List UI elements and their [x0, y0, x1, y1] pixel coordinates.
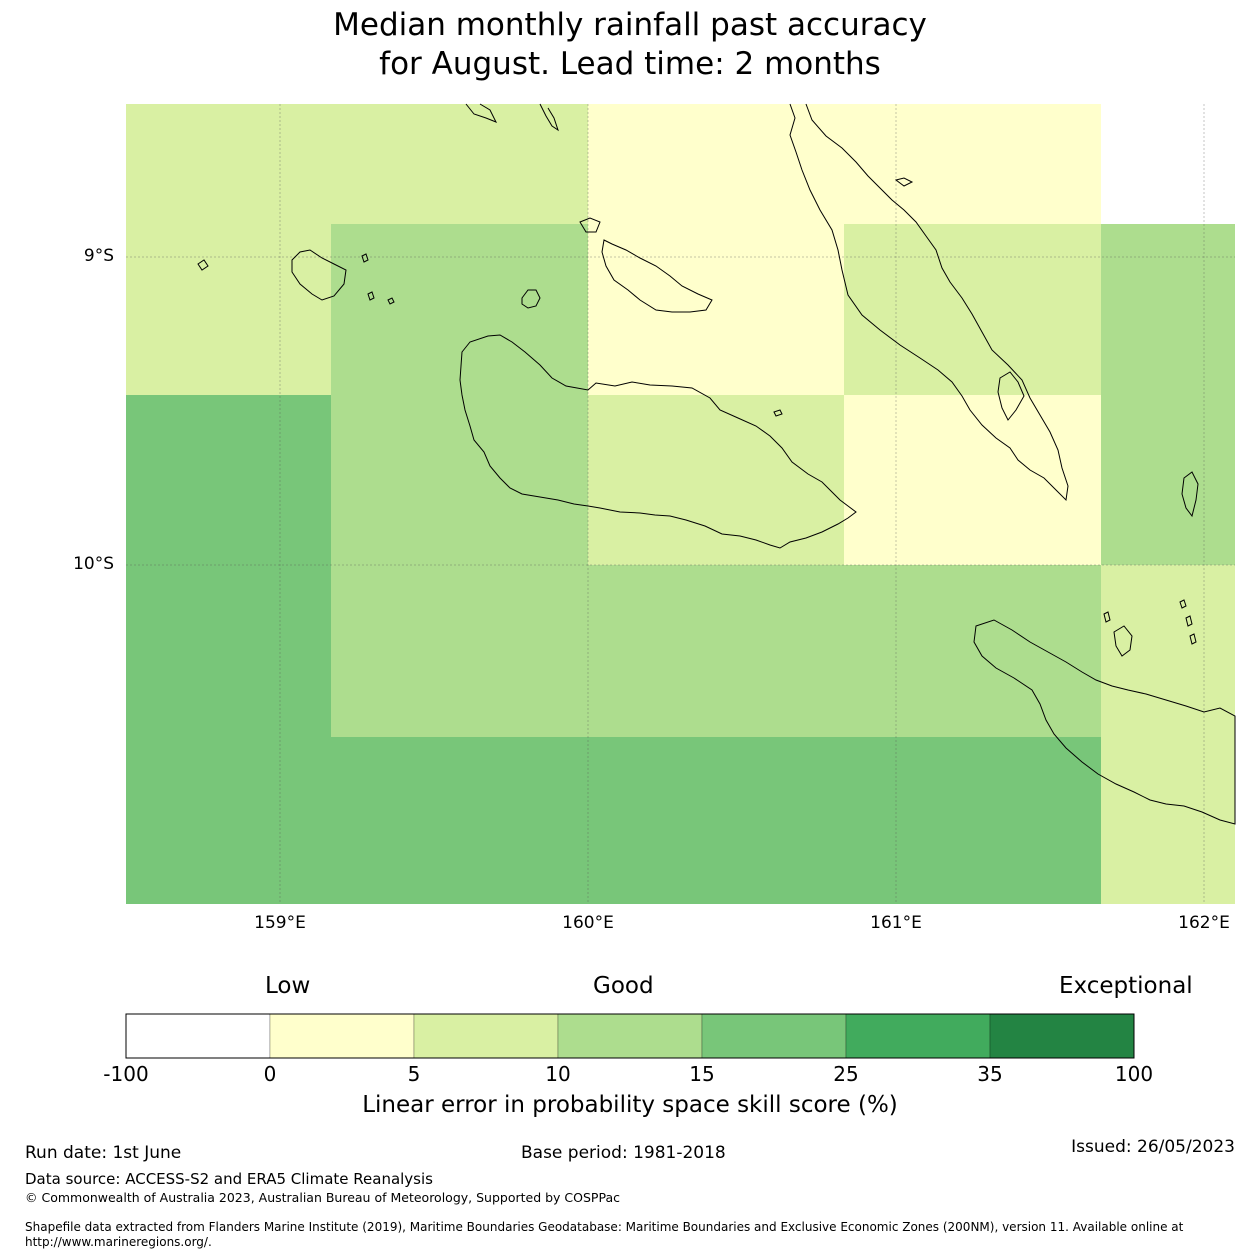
- cell: [331, 565, 1101, 737]
- run-date: Run date: 1st June: [25, 1143, 182, 1163]
- cell: [588, 224, 844, 395]
- gridlines: [126, 104, 1235, 904]
- colorbar-tick-label: 15: [689, 1062, 715, 1086]
- cell: [844, 395, 1101, 565]
- island-tiny-8: [367, 291, 375, 301]
- legend-label-good: Good: [593, 973, 654, 999]
- cell: [588, 395, 844, 565]
- cell: [331, 737, 1101, 904]
- colorbar-tick-label: 10: [545, 1062, 571, 1086]
- lon-label-161e: 161°E: [870, 913, 922, 933]
- island-guadalcanal: [459, 334, 857, 549]
- island-ulawa: [1113, 625, 1133, 657]
- data-source: Data source: ACCESS-S2 and ERA5 Climate …: [25, 1170, 433, 1188]
- island-tiny-6: [387, 297, 395, 305]
- island-small-malaita: [997, 371, 1025, 421]
- cell: [844, 224, 1101, 395]
- lon-label-160e: 160°E: [562, 913, 614, 933]
- colorbar-title: Linear error in probability space skill …: [362, 1092, 898, 1118]
- island-savo: [521, 289, 541, 309]
- legend-label-low: Low: [265, 973, 311, 999]
- title-line-1: Median monthly rainfall past accuracy: [333, 7, 927, 43]
- island-maramasike: [894, 177, 914, 187]
- lon-label-162e: 162°E: [1178, 913, 1230, 933]
- cell: [1101, 565, 1235, 904]
- island-north-reef: [539, 103, 559, 132]
- island-tiny-2: [1179, 599, 1187, 609]
- colorbar-tick-label: -100: [103, 1062, 149, 1086]
- legend-label-exceptional: Exceptional: [1059, 973, 1193, 999]
- shapefile-note: Shapefile data extracted from Flanders M…: [25, 1220, 1184, 1249]
- island-malaita: [789, 103, 1069, 502]
- colorbar-tick-label: 35: [977, 1062, 1003, 1086]
- cell: [1101, 224, 1235, 565]
- colorbar-tick-label: 5: [407, 1062, 421, 1086]
- colorbar-tick-label: 0: [263, 1062, 277, 1086]
- island-ngatokae: [465, 103, 498, 123]
- chart-title: Median monthly rainfall past accuracy fo…: [0, 6, 1260, 84]
- cell: [588, 104, 1101, 224]
- issued-date: Issued: 26/05/2023: [1071, 1137, 1235, 1157]
- cell: [331, 224, 588, 395]
- island-florida-west: [579, 217, 601, 233]
- cell: [331, 395, 588, 565]
- colorbar-tick-label: 100: [1114, 1062, 1154, 1086]
- lon-label-159e: 159°E: [254, 913, 306, 933]
- colorbar-tick-label: 25: [833, 1062, 859, 1086]
- island-russell: [291, 249, 347, 301]
- cell: [126, 395, 331, 904]
- lat-label-9s: 9°S: [83, 246, 114, 266]
- skill-cells: [126, 104, 1235, 904]
- island-tiny-4: [1189, 633, 1197, 645]
- island-west-small: [197, 259, 209, 271]
- base-period: Base period: 1981-2018: [521, 1143, 726, 1163]
- island-tiny-5: [773, 409, 783, 417]
- title-line-2: for August. Lead time: 2 months: [379, 46, 881, 82]
- coastlines: [197, 103, 1236, 825]
- island-tiny-3: [1185, 615, 1193, 627]
- island-makira: [973, 619, 1236, 825]
- island-nggela: [601, 239, 713, 313]
- copyright: © Commonwealth of Australia 2023, Austra…: [25, 1190, 620, 1205]
- island-ramos: [1181, 471, 1199, 518]
- island-tiny-1: [1103, 611, 1111, 623]
- island-tiny-7: [361, 253, 369, 263]
- lat-label-10s: 10°S: [73, 554, 114, 574]
